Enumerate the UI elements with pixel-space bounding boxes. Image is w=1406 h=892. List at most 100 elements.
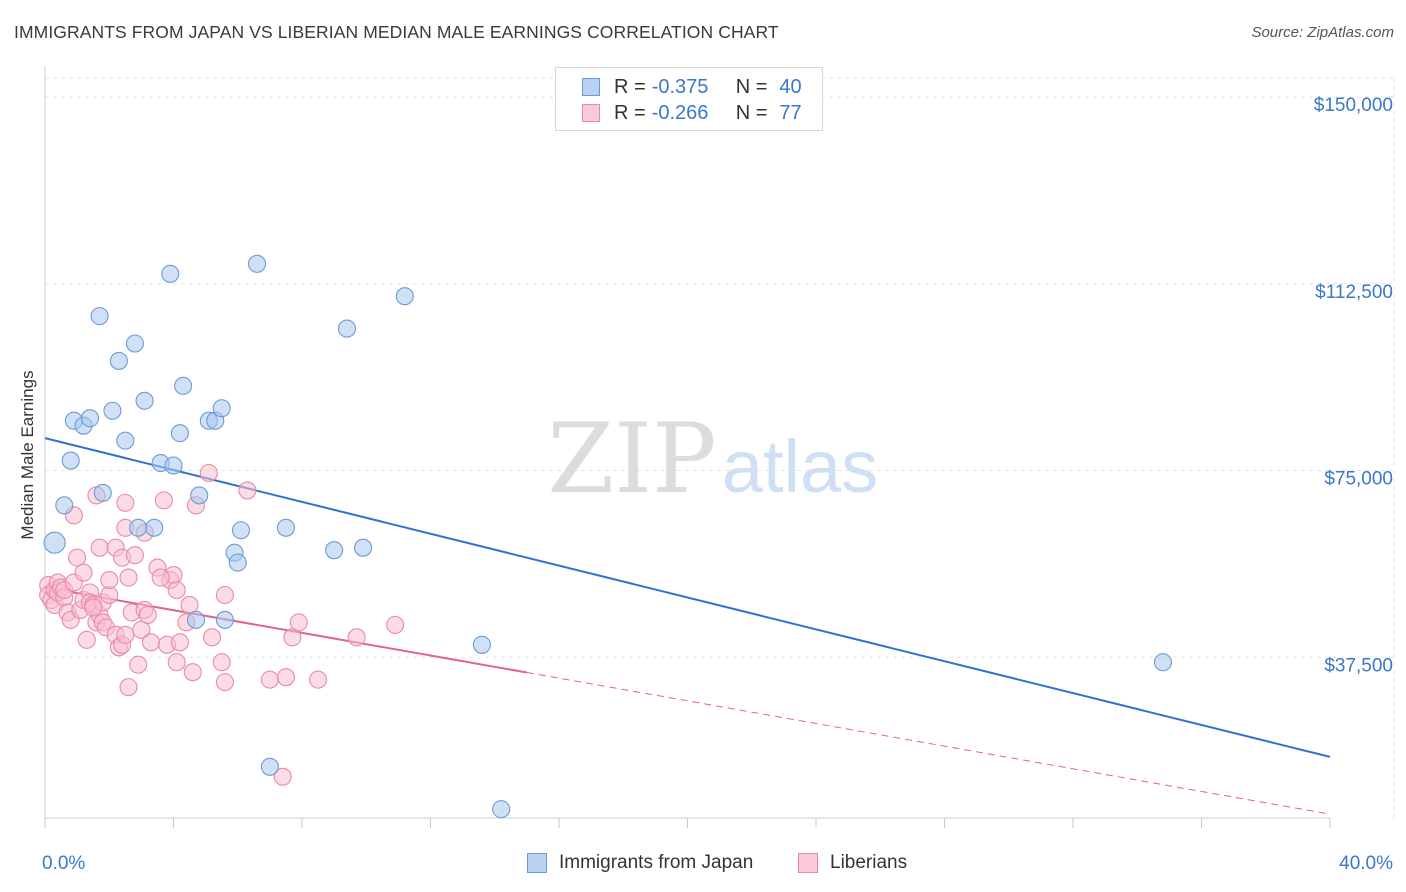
japan-point bbox=[161, 264, 180, 283]
japan-point bbox=[212, 399, 231, 418]
liberia-point bbox=[151, 568, 170, 587]
japan-points bbox=[43, 254, 1172, 819]
japan-point bbox=[55, 496, 74, 515]
liberia-legend-swatch bbox=[798, 853, 818, 873]
liberia-point bbox=[132, 620, 151, 639]
japan-legend-swatch bbox=[527, 853, 547, 873]
liberia-trend-line bbox=[44, 586, 528, 674]
japan-point bbox=[129, 518, 148, 537]
liberia-point bbox=[100, 571, 119, 590]
japan-point bbox=[116, 431, 135, 450]
liberia-legend-label: Liberians bbox=[830, 852, 908, 873]
liberia-point bbox=[180, 595, 199, 615]
tick-labels: $37,500 $75,000 $112,500 $150,000 0.0% 40.0% bbox=[42, 95, 1393, 874]
liberia-point bbox=[116, 493, 135, 512]
japan-point bbox=[80, 409, 100, 428]
liberia-point bbox=[215, 585, 234, 605]
japan-point bbox=[353, 538, 373, 557]
japan-point bbox=[109, 351, 128, 370]
legend-item-japan[interactable]: Immigrants from Japan bbox=[527, 852, 753, 874]
japan-point bbox=[215, 610, 234, 629]
n-label: N = bbox=[735, 75, 768, 98]
liberia-point bbox=[199, 463, 218, 483]
liberia-point bbox=[68, 548, 87, 567]
watermark: ZIP atlas bbox=[547, 403, 878, 515]
japan-point bbox=[90, 307, 109, 326]
japan-point bbox=[164, 456, 183, 475]
liberia-point bbox=[203, 628, 222, 647]
liberia-point bbox=[273, 767, 292, 786]
japan-point bbox=[145, 518, 164, 537]
liberia-point bbox=[309, 670, 328, 689]
n-label: N = bbox=[735, 101, 768, 124]
japan-point bbox=[170, 424, 189, 443]
japan-point bbox=[228, 553, 247, 572]
japan-point bbox=[174, 376, 193, 395]
liberia-point bbox=[347, 628, 366, 647]
r-label: R = bbox=[614, 75, 646, 98]
chart-title: IMMIGRANTS FROM JAPAN VS LIBERIAN MEDIAN… bbox=[14, 22, 779, 42]
liberia-points bbox=[39, 463, 405, 786]
r-label: R = bbox=[614, 101, 646, 124]
japan-point bbox=[61, 451, 80, 470]
japan-point bbox=[231, 521, 251, 540]
japan-point bbox=[43, 531, 66, 554]
liberia-point bbox=[238, 481, 257, 500]
japan-point bbox=[135, 391, 154, 410]
liberia-point bbox=[138, 605, 157, 624]
liberia-point bbox=[183, 663, 202, 682]
liberia-point bbox=[170, 633, 189, 652]
japan-trend-line bbox=[44, 437, 1331, 758]
japan-point bbox=[395, 287, 414, 306]
japan-point bbox=[125, 334, 144, 353]
japan-point bbox=[103, 401, 122, 420]
liberia-point bbox=[154, 491, 173, 510]
legend-row-japan: R = -0.375 N = 40 bbox=[582, 75, 802, 99]
japan-point bbox=[1153, 653, 1172, 672]
liberia-point bbox=[386, 615, 405, 634]
japan-legend-label: Immigrants from Japan bbox=[559, 852, 754, 873]
liberia-point bbox=[289, 613, 308, 632]
legend-row-liberia: R = -0.266 N = 77 bbox=[582, 101, 802, 125]
liberia-trend-line-extrapolated bbox=[526, 672, 1331, 815]
watermark-zip: ZIP bbox=[547, 403, 716, 515]
japan-point bbox=[325, 541, 344, 560]
watermark-atlas: atlas bbox=[722, 425, 878, 508]
r-value-liberia: -0.266 bbox=[651, 101, 709, 124]
liberia-point bbox=[125, 546, 144, 565]
liberia-point bbox=[215, 673, 234, 692]
japan-point bbox=[186, 610, 206, 629]
liberia-swatch bbox=[582, 104, 600, 122]
liberia-point bbox=[116, 625, 135, 644]
liberia-point bbox=[212, 653, 231, 672]
liberia-point bbox=[167, 653, 186, 672]
liberia-point bbox=[129, 655, 148, 674]
liberia-point bbox=[276, 668, 295, 687]
japan-point bbox=[472, 635, 491, 654]
y-tick-label: $37,500 bbox=[1324, 655, 1393, 676]
axes bbox=[44, 66, 1331, 828]
liberia-point bbox=[283, 628, 302, 647]
liberia-point bbox=[167, 580, 186, 600]
y-tick-label: $150,000 bbox=[1314, 95, 1393, 116]
liberia-point bbox=[74, 563, 93, 582]
liberia-point bbox=[90, 538, 109, 557]
japan-swatch bbox=[582, 78, 600, 96]
series-legend: Immigrants from Japan Liberians bbox=[0, 852, 1406, 878]
correlation-legend: R = -0.375 N = 40 R = -0.266 N = 77 bbox=[555, 67, 823, 131]
legend-item-liberia[interactable]: Liberians bbox=[798, 852, 907, 874]
japan-point bbox=[276, 518, 295, 537]
n-value-japan: 40 bbox=[779, 75, 802, 98]
gridlines bbox=[45, 77, 1395, 818]
y-tick-label: $112,500 bbox=[1315, 282, 1393, 303]
japan-point bbox=[492, 800, 511, 819]
x-tick-label-max: 40.0% bbox=[1339, 853, 1393, 874]
liberia-point bbox=[141, 633, 161, 652]
liberia-point bbox=[77, 630, 96, 649]
liberia-point bbox=[84, 598, 103, 617]
x-tick-label-min: 0.0% bbox=[42, 853, 85, 874]
japan-point bbox=[337, 319, 357, 338]
source-attribution: Source: ZipAtlas.com bbox=[1251, 24, 1394, 41]
liberia-point bbox=[119, 678, 138, 697]
